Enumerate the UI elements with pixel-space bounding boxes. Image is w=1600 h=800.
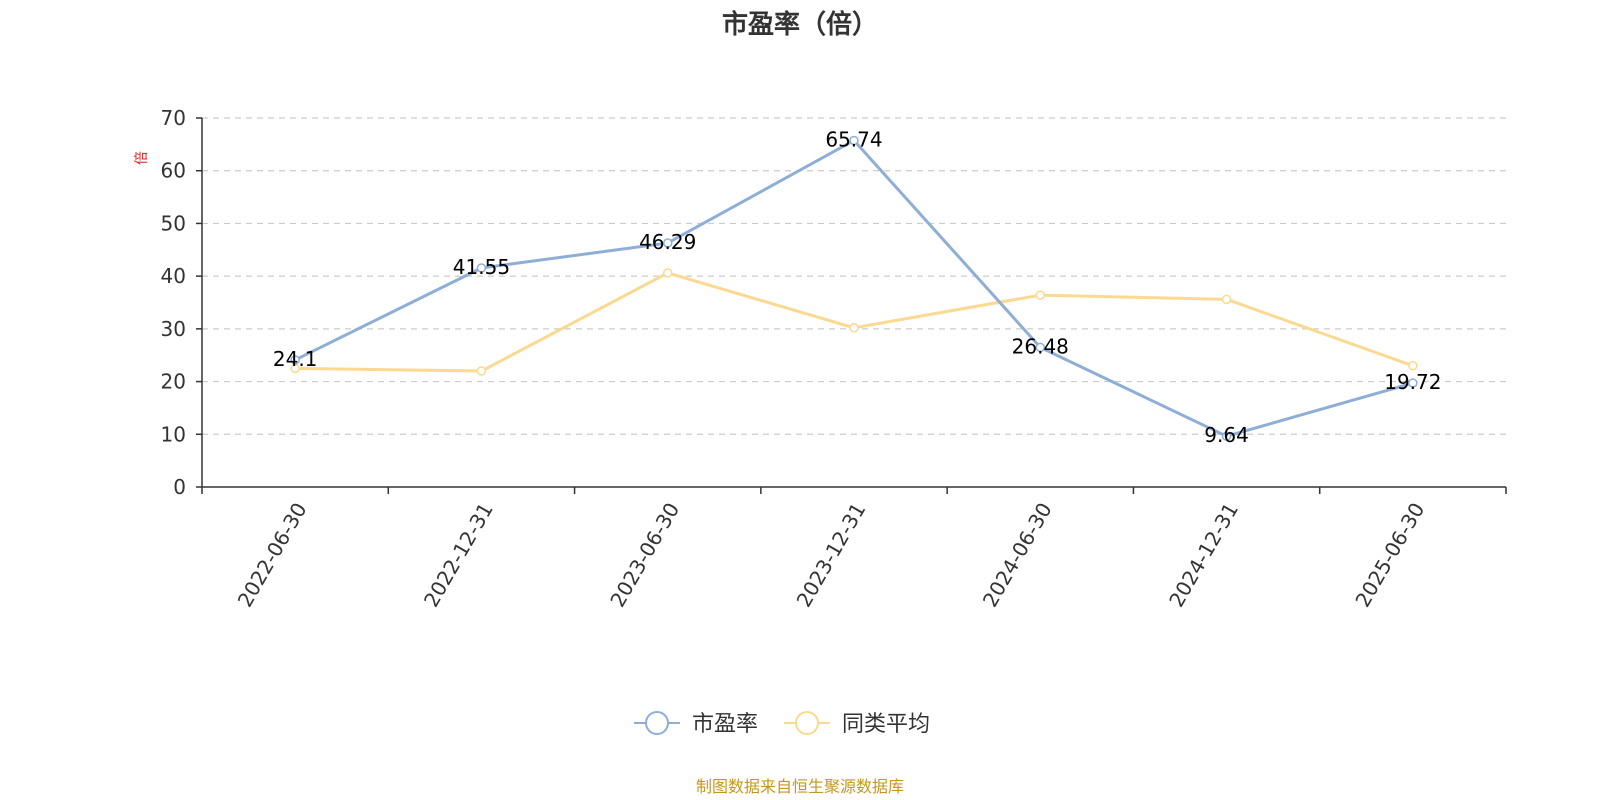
series-0-point-2024-06-30 <box>1035 342 1046 353</box>
data-label-2025-06-30: 19.72 <box>1384 370 1441 394</box>
chart-title: 市盈率（倍） <box>722 9 878 40</box>
series-1-point-2024-06-30 <box>1035 290 1046 300</box>
y-tick-label-30: 30 <box>161 317 186 341</box>
data-label-2022-12-31: 41.55 <box>453 255 510 279</box>
series-lines <box>290 135 1418 441</box>
series-1-point-2023-06-30 <box>662 268 673 278</box>
y-tick-label-20: 20 <box>161 370 186 394</box>
series-0-point-2022-12-31 <box>476 263 487 273</box>
y-tick-label-10: 10 <box>161 422 186 446</box>
data-label-2024-06-30: 26.48 <box>1012 334 1069 358</box>
legend-item-0[interactable]: 市盈率 <box>634 711 758 737</box>
series-0-point-2022-06-30 <box>290 355 300 365</box>
y-axis-unit-label: 倍 <box>134 151 150 165</box>
series-line-1 <box>295 271 1414 373</box>
axes: 0 10 20 30 40 50 60 70 2022-06-30 2022-12-31 2023-… <box>161 106 1507 612</box>
x-tick-label-2023-06-30: 2023-06-30 <box>605 499 684 612</box>
x-tick-label-2024-12-31: 2024-12-31 <box>1164 499 1243 612</box>
series-0-point-2024-12-31 <box>1221 431 1232 441</box>
data-label-2023-12-31: 65.74 <box>825 127 882 151</box>
data-label-2023-06-30: 46.29 <box>639 230 696 254</box>
series-1-point-2023-12-31 <box>849 323 859 333</box>
data-label-2022-06-30: 24.1 <box>273 347 318 371</box>
y-tick-label-70: 70 <box>161 106 186 130</box>
y-tick-label-50: 50 <box>161 211 186 235</box>
x-tick-label-2025-06-30: 2025-06-30 <box>1350 499 1429 612</box>
series-0-point-2023-06-30 <box>662 238 673 248</box>
legend-item-1[interactable]: 同类平均 <box>784 711 930 737</box>
y-tick-label-60: 60 <box>161 159 186 183</box>
series-1-point-2022-12-31 <box>476 366 487 376</box>
x-tick-label-2022-06-30: 2022-06-30 <box>233 499 312 612</box>
legend[interactable]: 市盈率 同类平均 <box>634 711 930 737</box>
series-0-point-2025-06-30 <box>1408 378 1418 388</box>
grid-lines <box>202 117 1506 435</box>
y-tick-label-0: 0 <box>173 475 186 499</box>
legend-label-0: 市盈率 <box>692 712 758 737</box>
data-labels: 24.1 41.55 46.29 65.74 26.48 9.64 19.72 <box>273 127 1442 447</box>
data-label-2024-12-31: 9.64 <box>1204 423 1249 447</box>
x-tick-label-2024-06-30: 2024-06-30 <box>978 499 1057 612</box>
series-1-point-2025-06-30 <box>1408 361 1418 371</box>
series-1-point-2024-12-31 <box>1221 294 1232 305</box>
y-tick-label-40: 40 <box>161 264 186 288</box>
series-0-point-2023-12-31 <box>849 135 859 146</box>
legend-label-1: 同类平均 <box>842 712 930 737</box>
x-tick-label-2022-12-31: 2022-12-31 <box>419 499 498 612</box>
series-line-0 <box>294 138 1414 438</box>
source-note: 制图数据来自恒生聚源数据库 <box>696 777 904 796</box>
legend-swatch-marker-1 <box>795 711 819 735</box>
legend-swatch-marker-0 <box>645 711 669 735</box>
x-tick-label-2023-12-31: 2023-12-31 <box>792 499 871 612</box>
